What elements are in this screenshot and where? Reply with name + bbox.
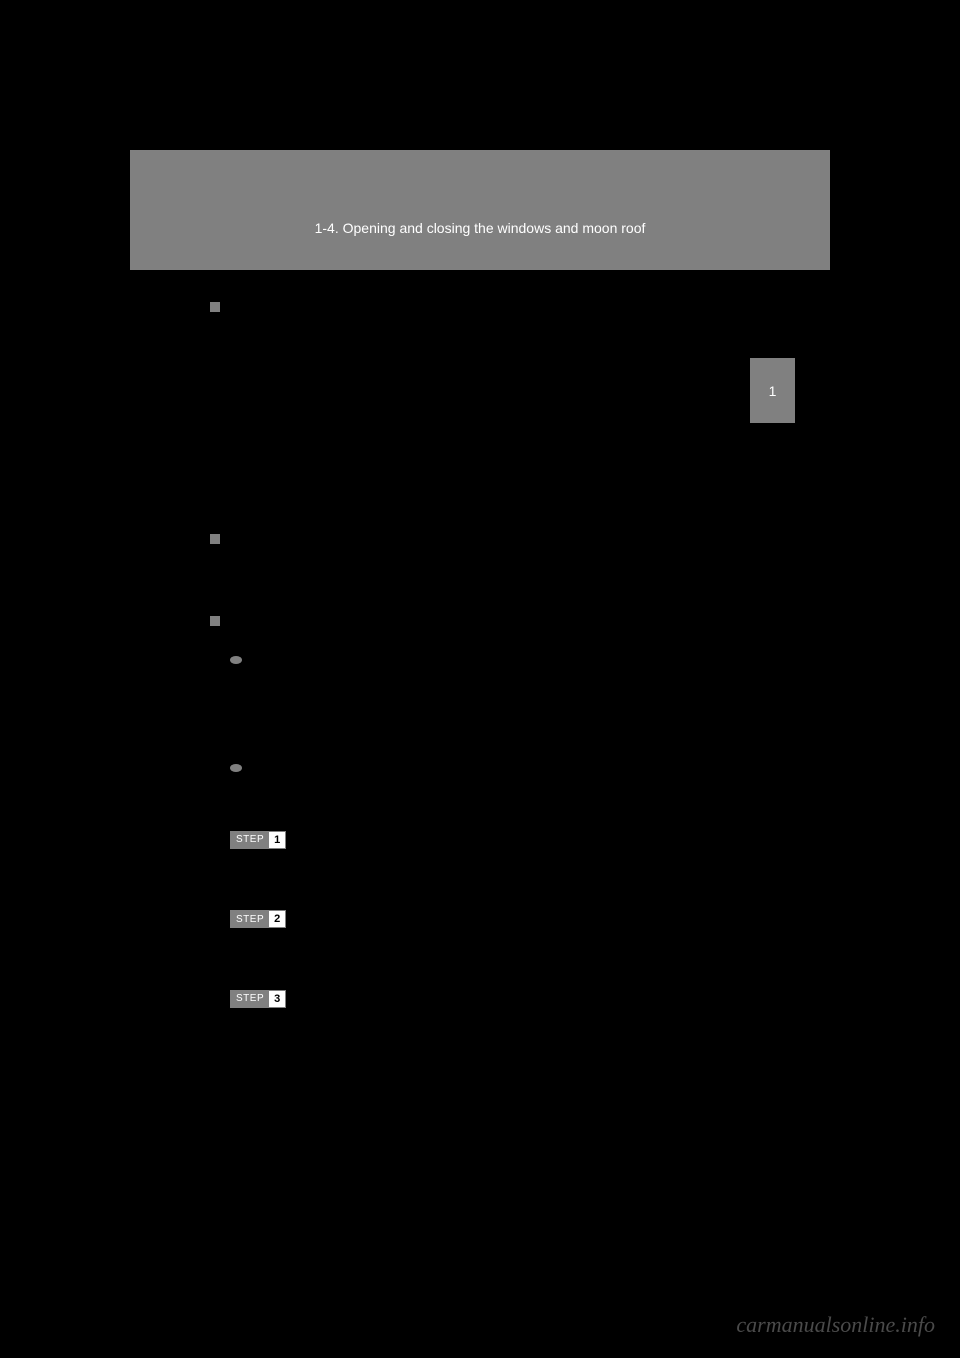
step-label: STEP <box>231 832 269 848</box>
step-badge-2: STEP 2 <box>230 910 286 928</box>
round-bullet-icon <box>230 764 242 772</box>
step-number: 3 <box>269 991 285 1007</box>
section-1 <box>210 300 780 512</box>
step-number: 2 <box>269 911 285 927</box>
square-bullet-icon <box>210 534 220 544</box>
section-3: STEP 1 STEP 2 STEP 3 <box>210 614 780 1018</box>
sub-section-2 <box>210 764 780 772</box>
step-row-2: STEP 2 <box>210 909 780 939</box>
step-badge-1: STEP 1 <box>230 831 286 849</box>
page-container: 1-4. Opening and closing the windows and… <box>130 150 830 1068</box>
step-label: STEP <box>231 991 269 1007</box>
square-bullet-icon <box>210 302 220 312</box>
step-number: 1 <box>269 832 285 848</box>
step-label: STEP <box>231 911 269 927</box>
section-2 <box>210 532 780 594</box>
content-area: STEP 1 STEP 2 STEP 3 <box>130 270 830 1068</box>
square-bullet-icon <box>210 616 220 626</box>
step-row-3: STEP 3 <box>210 988 780 1018</box>
step-badge-3: STEP 3 <box>230 990 286 1008</box>
section-title: 1-4. Opening and closing the windows and… <box>160 220 800 236</box>
watermark: carmanualsonline.info <box>736 1312 935 1338</box>
sub-section-1 <box>210 656 780 664</box>
step-row-1: STEP 1 <box>210 829 780 859</box>
header-bar: 1-4. Opening and closing the windows and… <box>130 150 830 270</box>
round-bullet-icon <box>230 656 242 664</box>
